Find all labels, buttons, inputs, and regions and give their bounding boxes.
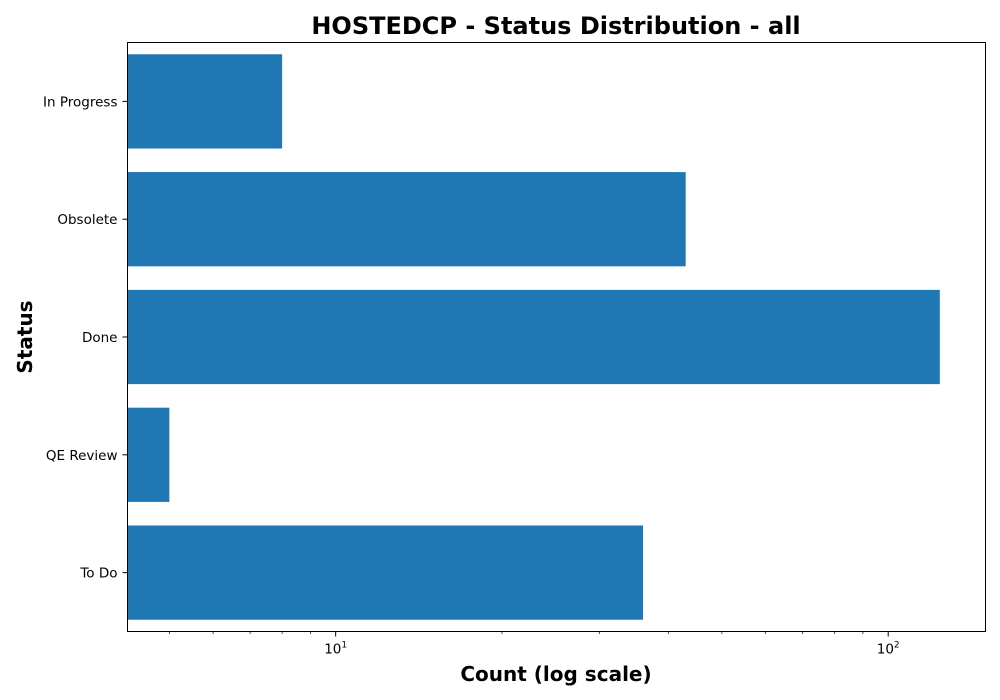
- bar-obsolete: [127, 172, 686, 267]
- bar-qe-review: [127, 407, 170, 502]
- x-tick-label: 101: [324, 641, 347, 658]
- bar-to-do: [127, 525, 644, 620]
- x-tick-label: 102: [877, 641, 900, 658]
- y-tick-label: To Do: [79, 566, 117, 582]
- chart-title: HOSTEDCP - Status Distribution - all: [311, 12, 800, 40]
- y-axis-ticks: In Progress Obsolete Done QE Review To Do: [43, 94, 128, 582]
- y-axis-label: Status: [13, 300, 37, 373]
- y-tick-label: Obsolete: [57, 212, 117, 228]
- y-tick-label: QE Review: [46, 448, 118, 464]
- plot-frame: [127, 42, 986, 632]
- x-axis-label: Count (log scale): [460, 662, 651, 686]
- x-axis-ticks: 101 102: [168, 631, 900, 658]
- bar-in-progress: [127, 54, 283, 149]
- y-tick-label: Done: [82, 330, 118, 346]
- y-tick-label: In Progress: [43, 94, 117, 110]
- bars-group: [127, 54, 940, 620]
- bar-done: [127, 289, 940, 385]
